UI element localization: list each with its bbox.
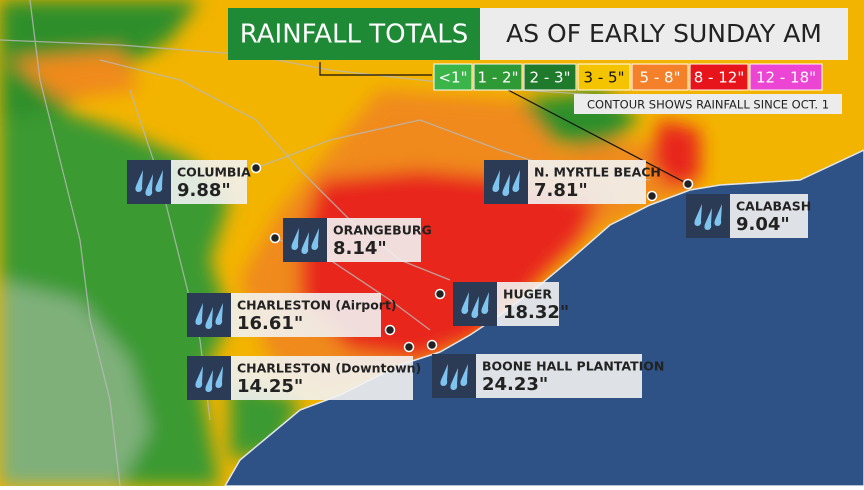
station-total: 9.04" (736, 214, 790, 235)
legend-label: 5 - 8" (640, 69, 681, 87)
station-name: CHARLESTON (Downtown) (237, 361, 421, 376)
rain-icon-box (127, 160, 171, 204)
rain-drop (471, 296, 479, 318)
station-dot (384, 324, 396, 336)
rain-icon-box (432, 354, 476, 398)
legend-swatch (433, 63, 473, 91)
station: CHARLESTON (Airport)16.61" (187, 293, 397, 337)
rain-icon-box (453, 282, 497, 326)
station-name: COLUMBIA (177, 165, 251, 180)
rain-drop (195, 366, 203, 388)
station-dot (250, 162, 262, 174)
station: CHARLESTON (Downtown)14.25" (187, 341, 421, 400)
rain-drop (145, 174, 153, 196)
rain-drop (155, 170, 163, 192)
legend-label: <1" (438, 69, 467, 87)
rain-drop (714, 204, 722, 226)
rain-icon-box (484, 160, 528, 204)
title: RAINFALL TOTALS (240, 20, 469, 50)
station-dot (434, 288, 446, 300)
station-total: 9.88" (177, 180, 231, 201)
station-total: 24.23" (482, 374, 548, 395)
station-total: 16.61" (237, 313, 303, 334)
station-dot (646, 190, 658, 202)
subtitle: AS OF EARLY SUNDAY AM (506, 19, 822, 48)
legend-swatch (473, 63, 523, 91)
rain-drop (440, 364, 448, 386)
rain-drop (704, 208, 712, 230)
rain-drop (460, 364, 468, 386)
station-label-box (497, 282, 559, 326)
rain-drop (502, 174, 510, 196)
station-dot (403, 341, 415, 353)
station-label-box (231, 356, 413, 400)
rain-drop (450, 368, 458, 390)
legend-note: CONTOUR SHOWS RAINFALL SINCE OCT. 1 (587, 98, 829, 112)
header: RAINFALL TOTALS AS OF EARLY SUNDAY AM (228, 8, 848, 60)
legend-swatch (523, 63, 577, 91)
station-name: BOONE HALL PLANTATION (482, 359, 664, 374)
station-label-box (528, 160, 646, 204)
rain-icon-box (187, 356, 231, 400)
station-dot (269, 232, 281, 244)
legend-label: 8 - 12" (694, 69, 744, 87)
rain-icon-box (283, 218, 327, 262)
legend-label: 1 - 2" (478, 69, 519, 87)
rain-drop (195, 303, 203, 325)
legend-swatch (689, 63, 749, 91)
rain-drop (461, 292, 469, 314)
rain-drop (311, 228, 319, 250)
station-total: 8.14" (333, 238, 387, 259)
legend-label: 2 - 3" (530, 69, 571, 87)
station-total: 14.25" (237, 376, 303, 397)
rain-drop (205, 307, 213, 329)
rain-drop (135, 170, 143, 192)
station-label-box (327, 218, 421, 262)
station-name: ORANGEBURG (333, 223, 432, 238)
station-label-box (231, 293, 381, 337)
note-box (574, 94, 842, 114)
rain-drop (215, 366, 223, 388)
title-box (228, 8, 480, 60)
rain-drop (512, 170, 520, 192)
rain-drop (215, 303, 223, 325)
legend: CONTOUR SHOWS RAINFALL SINCE OCT. 1 <1" 1… (433, 63, 842, 114)
rain-icon-box (686, 194, 730, 238)
legend-swatch (577, 63, 631, 91)
station-name: HUGER (503, 287, 552, 302)
station-name: N. MYRTLE BEACH (534, 165, 661, 180)
rain-drop (301, 232, 309, 254)
rain-drop (694, 204, 702, 226)
rain-drop (291, 228, 299, 250)
station-label-box (730, 194, 808, 238)
rain-icon-box (187, 293, 231, 337)
station-name: CALABASH (736, 199, 811, 214)
legend-label: 3 - 5" (584, 69, 625, 87)
station-label-box (476, 354, 642, 398)
rain-drop (205, 370, 213, 392)
legend-swatch (631, 63, 689, 91)
station-name: CHARLESTON (Airport) (237, 298, 397, 313)
rain-drop (492, 170, 500, 192)
subtitle-box (480, 8, 848, 60)
legend-label: 12 - 18" (756, 69, 816, 87)
station-total: 7.81" (534, 180, 588, 201)
rain-drop (481, 292, 489, 314)
legend-swatch (749, 63, 823, 91)
station-label-box (171, 160, 247, 204)
station-dot (426, 339, 438, 351)
station-total: 18.32" (503, 302, 569, 323)
station-dot (682, 178, 694, 190)
